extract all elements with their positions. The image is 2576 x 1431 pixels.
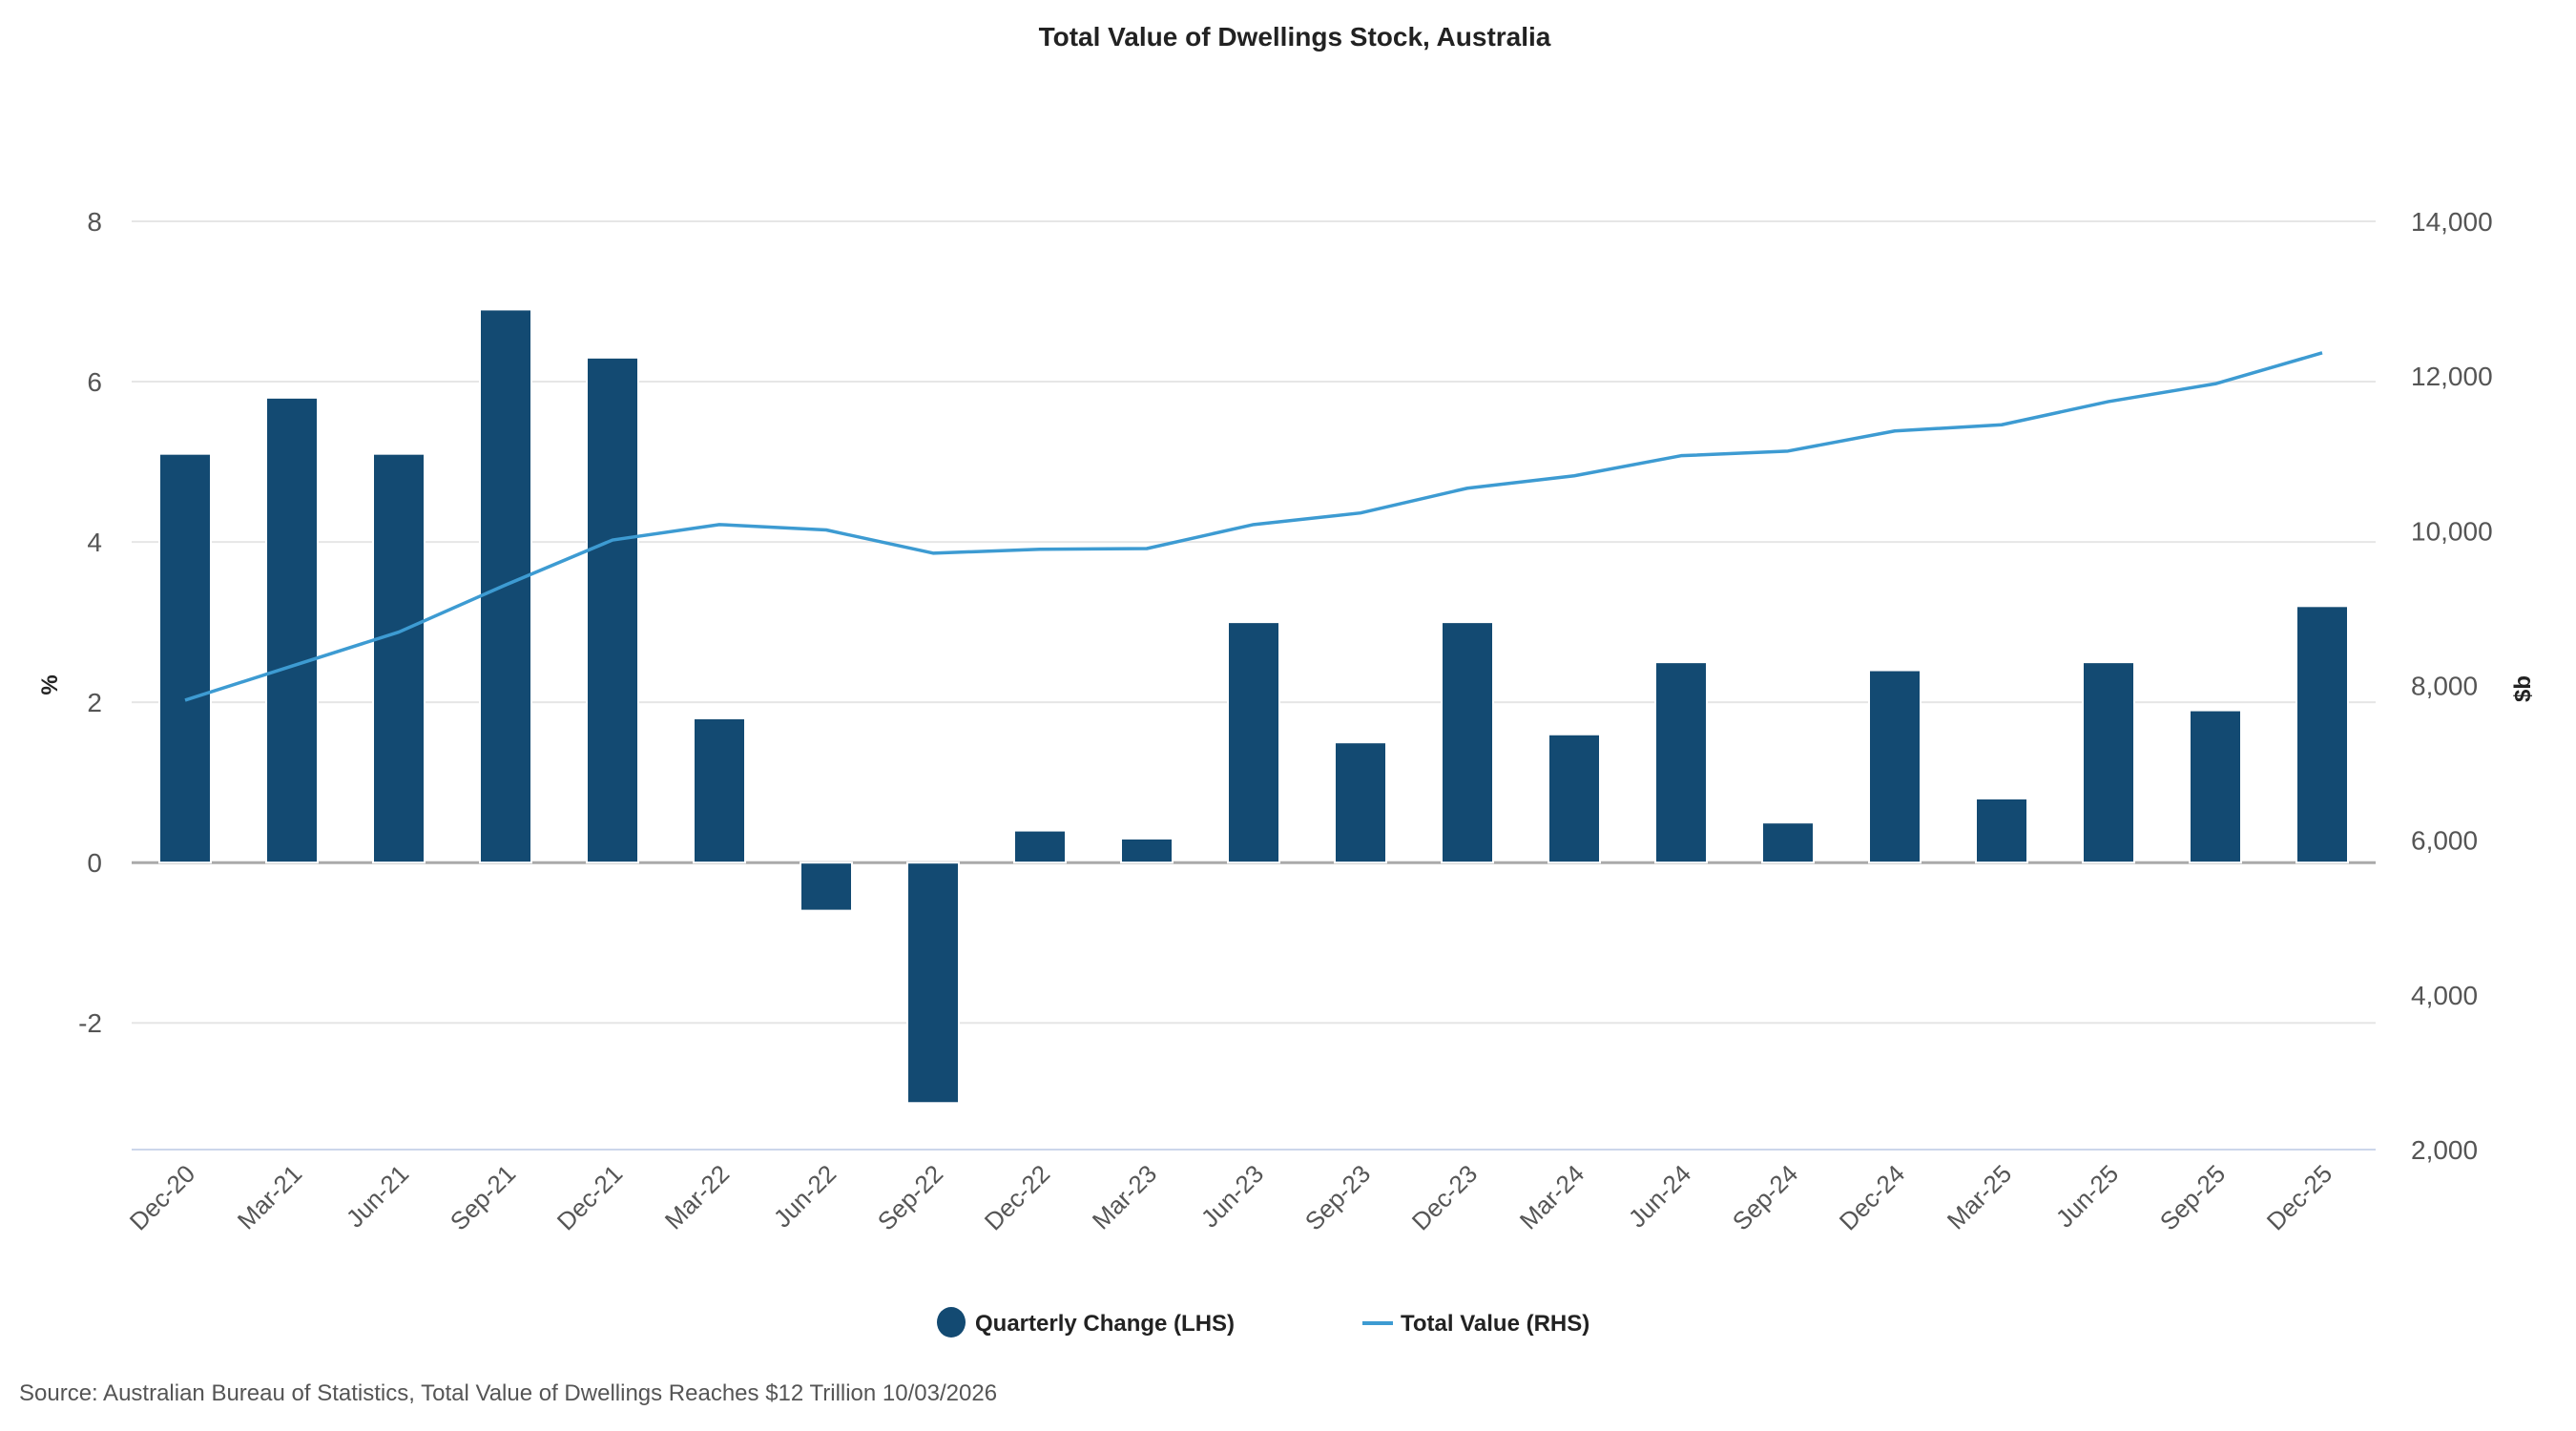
x-tick-label: Mar-24 — [1514, 1159, 1589, 1234]
right-axis-title: $b — [2510, 675, 2536, 702]
right-axis: 14,000 12,000 10,000 8,000 6,000 4,000 2,000 — [2411, 207, 2493, 1165]
legend-label: Quarterly Change (LHS) — [975, 1311, 1235, 1337]
bar — [906, 861, 960, 1105]
x-tick-label: Sep-25 — [2154, 1159, 2231, 1235]
legend-label: Total Value (RHS) — [1401, 1311, 1589, 1337]
x-tick-label: Mar-25 — [1942, 1159, 2017, 1234]
x-tick-label: Dec-21 — [551, 1159, 628, 1235]
legend-item-total-value[interactable]: Total Value (RHS) — [1362, 1311, 1589, 1337]
x-tick-label: Sep-24 — [1727, 1159, 1803, 1235]
left-tick-label: 0 — [87, 848, 102, 878]
x-tick-label: Dec-20 — [124, 1159, 200, 1235]
left-tick-label: 4 — [87, 528, 102, 557]
x-tick-label: Jun-24 — [1623, 1159, 1696, 1233]
bar — [2189, 709, 2242, 864]
bar — [1227, 621, 1280, 864]
bar — [2296, 605, 2349, 864]
x-tick-label: Dec-22 — [979, 1159, 1055, 1235]
right-tick-label: 12,000 — [2411, 362, 2493, 391]
bar — [800, 861, 853, 912]
x-tick-label: Jun-25 — [2050, 1159, 2124, 1233]
bar — [265, 396, 319, 864]
right-tick-label: 4,000 — [2411, 981, 2478, 1010]
bar — [1120, 837, 1174, 864]
left-tick-label: -2 — [78, 1008, 102, 1038]
bar — [1548, 733, 1601, 864]
left-tick-label: 8 — [87, 207, 102, 237]
bar — [586, 356, 639, 864]
right-tick-label: 6,000 — [2411, 826, 2478, 856]
bar — [1868, 669, 1922, 864]
bar — [1334, 741, 1387, 864]
right-tick-label: 10,000 — [2411, 516, 2493, 546]
bar — [1654, 661, 1708, 864]
bar — [2082, 661, 2135, 864]
left-tick-label: 2 — [87, 688, 102, 717]
x-tick-label: Sep-21 — [445, 1159, 521, 1235]
source-note: Source: Australian Bureau of Statistics,… — [19, 1380, 997, 1406]
x-axis: Dec-20 Mar-21 Jun-21 Sep-21 Dec-21 Mar-22 Jun-… — [124, 1159, 2337, 1235]
x-tick-label: Mar-21 — [232, 1159, 307, 1234]
left-tick-label: 6 — [87, 367, 102, 397]
bar — [372, 452, 426, 864]
bar — [1441, 621, 1494, 864]
legend-line-marker-icon — [1362, 1321, 1393, 1325]
left-axis: 8 6 4 2 0 -2 — [78, 207, 102, 1038]
x-tick-label: Sep-22 — [872, 1159, 948, 1235]
legend-item-quarterly-change[interactable]: Quarterly Change (LHS) — [937, 1307, 1235, 1338]
bar-series — [158, 308, 2349, 1105]
line-series — [184, 351, 2323, 702]
x-tick-label: Dec-24 — [1834, 1159, 1910, 1235]
right-tick-label: 14,000 — [2411, 207, 2493, 237]
x-tick-label: Mar-22 — [659, 1159, 735, 1234]
left-axis-title: % — [37, 674, 63, 695]
total-value-line — [184, 351, 2323, 702]
x-tick-label: Jun-23 — [1195, 1159, 1269, 1233]
x-tick-label: Mar-23 — [1087, 1159, 1162, 1234]
x-tick-label: Jun-21 — [341, 1159, 414, 1233]
bar — [1975, 797, 2028, 864]
x-tick-label: Dec-25 — [2261, 1159, 2337, 1235]
chart-title: Total Value of Dwellings Stock, Australi… — [1039, 22, 1551, 52]
bar — [158, 452, 212, 864]
legend-bar-marker-icon — [937, 1307, 966, 1338]
x-tick-label: Dec-23 — [1406, 1159, 1483, 1235]
right-tick-label: 8,000 — [2411, 672, 2478, 701]
bar — [693, 716, 746, 864]
x-tick-label: Sep-23 — [1299, 1159, 1376, 1235]
bar — [1013, 829, 1067, 864]
legend: Quarterly Change (LHS) Total Value (RHS) — [937, 1307, 1589, 1338]
bar — [1761, 821, 1815, 864]
x-tick-label: Jun-22 — [768, 1159, 841, 1233]
right-tick-label: 2,000 — [2411, 1135, 2478, 1165]
